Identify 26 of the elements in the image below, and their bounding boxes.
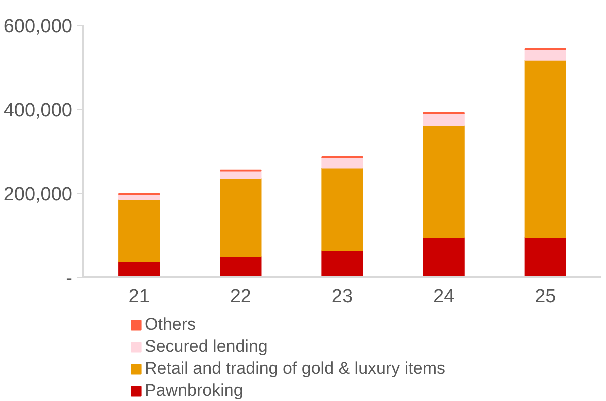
bar — [322, 157, 364, 169]
bar — [423, 113, 465, 126]
bar — [220, 170, 262, 180]
legend-label: Others — [145, 315, 196, 335]
bar — [423, 238, 465, 278]
bar — [220, 256, 262, 278]
bar — [423, 125, 465, 239]
bar — [322, 168, 364, 252]
y-tick-label: 600,000 — [4, 16, 73, 38]
y-tick-label: - — [66, 268, 72, 290]
bar — [524, 60, 566, 238]
y-tick-label: 400,000 — [4, 100, 73, 122]
bar — [322, 250, 364, 278]
x-tick-label: 24 — [434, 286, 456, 308]
bar — [118, 199, 160, 262]
x-tick-label: 21 — [128, 286, 150, 308]
y-tick-label: 200,000 — [4, 184, 73, 206]
legend-label: Retail and trading of gold & luxury items — [145, 359, 446, 379]
x-tick-label: 22 — [230, 286, 252, 308]
bar — [220, 178, 262, 258]
bar — [524, 237, 566, 278]
bar — [524, 49, 566, 61]
legend-label: Secured lending — [145, 337, 268, 357]
x-tick-label: 23 — [332, 286, 354, 308]
x-tick-label: 25 — [535, 286, 556, 308]
legend-label: Pawnbroking — [145, 381, 244, 401]
